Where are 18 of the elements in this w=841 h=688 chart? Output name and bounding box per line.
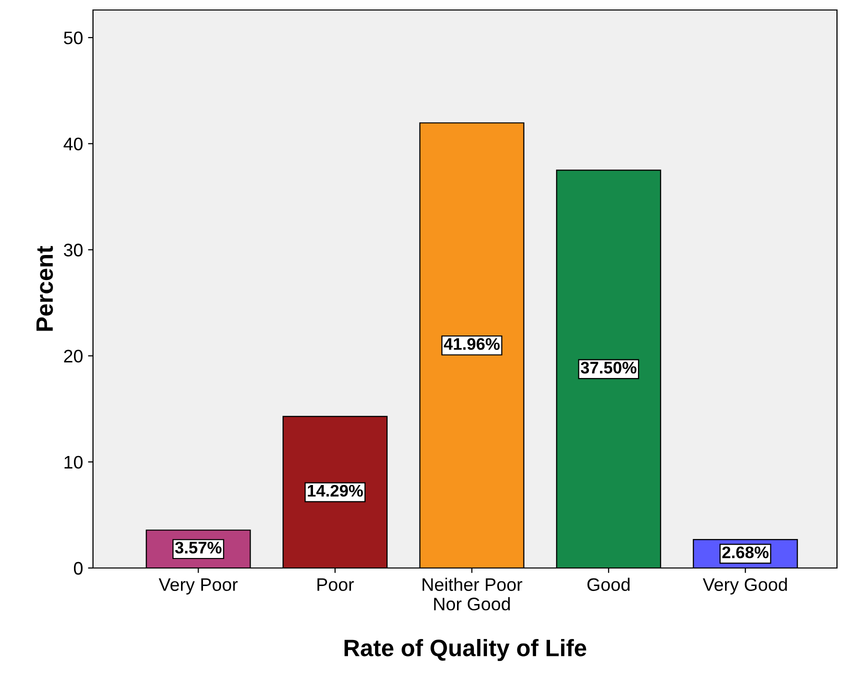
y-axis-title: Percent: [36, 246, 53, 331]
y-tick-label: 10: [64, 456, 83, 469]
data-label: 41.96%: [444, 338, 500, 350]
y-tick-label: 50: [64, 32, 83, 44]
x-tick-label: Poor: [317, 578, 354, 591]
y-tick-label: 0: [74, 562, 83, 575]
y-tick-label: 40: [64, 138, 83, 150]
x-axis-title: Rate of Quality of Life: [344, 639, 586, 662]
x-tick-label: Very Poor: [158, 578, 238, 595]
data-label: 37.50%: [580, 362, 636, 374]
x-tick-label: Good: [587, 578, 630, 591]
y-tick-label: 20: [64, 350, 83, 363]
y-tick-label: 30: [64, 244, 83, 256]
data-label: 3.57%: [175, 542, 222, 554]
x-tick-label: Neither Poor Nor Good: [422, 578, 522, 610]
data-label: 14.29%: [308, 484, 363, 497]
data-label: 2.68%: [722, 546, 769, 558]
x-tick-label: Very Good: [702, 578, 787, 595]
